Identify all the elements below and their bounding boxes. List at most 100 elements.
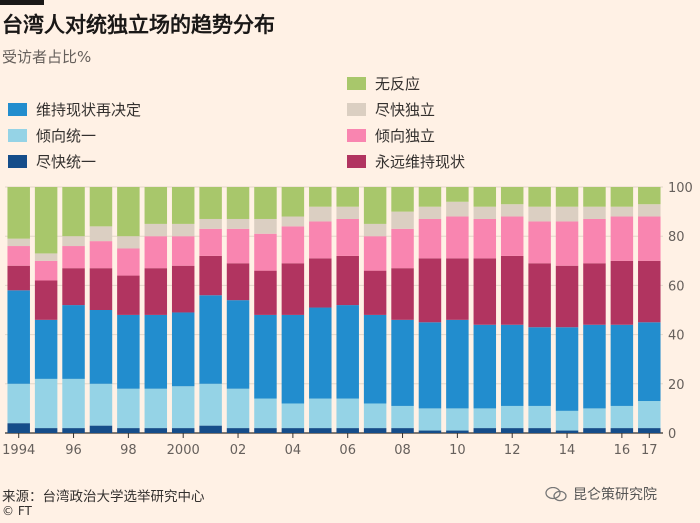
bar-segment-status-quo-decide-later-1994 bbox=[7, 290, 30, 384]
bar-segment-no-response-2013 bbox=[528, 187, 551, 207]
bar-segment-lean-independence-2017 bbox=[638, 216, 661, 261]
copyright-note: © FT bbox=[2, 504, 32, 518]
chart-title: 台湾人对统独立场的趋势分布 bbox=[2, 13, 275, 37]
bar-segment-independence-asap-2011 bbox=[473, 206, 497, 219]
bar-segment-status-quo-decide-later-2009 bbox=[418, 322, 442, 409]
bar-segment-unification-asap-2000 bbox=[171, 428, 195, 433]
bar-segment-status-quo-forever-2007 bbox=[363, 270, 387, 315]
bar-segment-independence-asap-2001 bbox=[199, 218, 222, 229]
bar-segment-unification-asap-2008 bbox=[391, 428, 414, 433]
bar-segment-independence-asap-2004 bbox=[281, 216, 305, 227]
bar-segment-lean-independence-2009 bbox=[418, 218, 442, 259]
stacked-bar-chart: 0 20 40 60 80 100 1994 96 98 2000 02 04 06 08 10 12 14 16… bbox=[2, 181, 693, 458]
y-tick-label: 0 bbox=[668, 427, 676, 442]
bar-segment-lean-unification-2010 bbox=[446, 408, 469, 431]
bar-segment-status-quo-forever-2011 bbox=[473, 258, 497, 325]
bar-segment-status-quo-decide-later-2010 bbox=[446, 319, 469, 409]
x-tick-label: 96 bbox=[65, 443, 82, 458]
bar-segment-status-quo-decide-later-2017 bbox=[638, 322, 661, 402]
bar-segment-status-quo-forever-2006 bbox=[336, 255, 359, 306]
bar-segment-status-quo-forever-2008 bbox=[391, 268, 414, 320]
x-tick-label: 2000 bbox=[167, 443, 200, 458]
bar-segment-independence-asap-2015 bbox=[583, 206, 606, 219]
bar-segment-status-quo-decide-later-1998 bbox=[117, 314, 140, 389]
y-tick-label: 80 bbox=[668, 230, 685, 245]
bar-segment-lean-unification-2000 bbox=[171, 386, 195, 429]
bar-segment-status-quo-forever-1996 bbox=[62, 268, 85, 306]
bar-segment-lean-unification-2003 bbox=[254, 398, 277, 429]
bar-segment-status-quo-forever-1998 bbox=[117, 275, 140, 315]
bar-segment-status-quo-forever-1999 bbox=[144, 268, 168, 315]
bar-segment-independence-asap-2002 bbox=[226, 218, 250, 229]
bar-segment-unification-asap-2014 bbox=[555, 430, 579, 433]
bar-segment-lean-independence-2011 bbox=[473, 218, 497, 259]
legend-swatch bbox=[347, 154, 366, 168]
bar-segment-lean-unification-2001 bbox=[199, 383, 222, 426]
bar-segment-status-quo-decide-later-1996 bbox=[62, 305, 85, 379]
wechat-icon bbox=[545, 486, 567, 501]
bar-segment-lean-unification-2004 bbox=[281, 403, 305, 429]
bar-segment-lean-independence-2016 bbox=[610, 216, 634, 261]
y-tick-label: 60 bbox=[668, 279, 685, 294]
x-tick-label: 10 bbox=[449, 443, 466, 458]
x-tick-label: 98 bbox=[120, 443, 137, 458]
bar-segment-lean-unification-2011 bbox=[473, 408, 497, 429]
bar-segment-status-quo-forever-1995 bbox=[34, 280, 58, 320]
bar-segment-no-response-2005 bbox=[309, 187, 332, 207]
bar-segment-unification-asap-1996 bbox=[62, 428, 85, 433]
bar-segment-no-response-2004 bbox=[281, 187, 305, 217]
bar-segment-independence-asap-2003 bbox=[254, 218, 277, 234]
bar-segment-lean-unification-2006 bbox=[336, 398, 359, 429]
bar-segment-no-response-2007 bbox=[363, 187, 387, 224]
x-tick-label: 06 bbox=[339, 443, 356, 458]
bar-segment-independence-asap-2008 bbox=[391, 211, 414, 229]
bar-segment-unification-asap-2012 bbox=[500, 428, 524, 433]
legend-item-status-quo-decide-later: 维持现状再决定 bbox=[8, 100, 141, 119]
bar-segment-independence-asap-2017 bbox=[638, 204, 661, 217]
bar-segment-status-quo-forever-2012 bbox=[500, 255, 524, 325]
x-tick-label: 17 bbox=[641, 443, 658, 458]
bar-segment-no-response-2017 bbox=[638, 187, 661, 205]
bar-segment-lean-unification-2009 bbox=[418, 408, 442, 431]
bar-segment-lean-independence-1994 bbox=[7, 246, 30, 266]
bar-segment-status-quo-forever-2000 bbox=[171, 265, 195, 313]
bar-segment-unification-asap-1998 bbox=[117, 428, 140, 433]
watermark: 昆仑策研究院 bbox=[545, 484, 657, 504]
bar-segment-status-quo-decide-later-2000 bbox=[171, 312, 195, 387]
bar-segment-no-response-2003 bbox=[254, 187, 277, 219]
bar-segment-no-response-1998 bbox=[117, 187, 140, 237]
y-tick-label: 100 bbox=[668, 181, 693, 196]
bar-segment-status-quo-decide-later-2006 bbox=[336, 305, 359, 399]
bar-segment-status-quo-forever-2014 bbox=[555, 265, 579, 328]
bar-segment-status-quo-decide-later-2007 bbox=[363, 314, 387, 404]
bar-segment-independence-asap-1998 bbox=[117, 236, 140, 249]
bar-segment-status-quo-decide-later-1997 bbox=[89, 310, 113, 384]
bar-segment-no-response-2014 bbox=[555, 187, 579, 207]
bar-segment-status-quo-forever-2016 bbox=[610, 260, 634, 325]
bar-segment-status-quo-decide-later-2012 bbox=[500, 324, 524, 406]
legend-label: 永远维持现状 bbox=[375, 152, 466, 171]
x-tick-label: 04 bbox=[285, 443, 302, 458]
y-tick-label: 40 bbox=[668, 329, 685, 344]
bar-segment-status-quo-decide-later-1995 bbox=[34, 319, 58, 379]
bar-segment-status-quo-decide-later-2004 bbox=[281, 314, 305, 404]
bar-segment-no-response-2006 bbox=[336, 187, 359, 207]
legend-item-lean-unification: 倾向统一 bbox=[8, 126, 96, 145]
legend-swatch bbox=[8, 154, 27, 168]
bar-segment-unification-asap-1997 bbox=[89, 425, 113, 433]
bar-segment-status-quo-decide-later-1999 bbox=[144, 314, 168, 389]
bar-segment-no-response-2015 bbox=[583, 187, 606, 207]
bar-segment-lean-independence-2012 bbox=[500, 216, 524, 256]
bar-segment-lean-independence-2002 bbox=[226, 228, 250, 264]
bar-segment-unification-asap-2013 bbox=[528, 428, 551, 433]
bar-segment-status-quo-decide-later-2015 bbox=[583, 324, 606, 409]
bar-segment-lean-independence-2007 bbox=[363, 236, 387, 271]
legend-swatch bbox=[8, 102, 27, 116]
legend-item-independence-asap: 尽快独立 bbox=[347, 100, 435, 119]
bar-segment-status-quo-decide-later-2011 bbox=[473, 324, 497, 409]
bar-segment-status-quo-forever-2005 bbox=[309, 258, 332, 308]
bar-segment-independence-asap-2013 bbox=[528, 206, 551, 222]
bar-segment-independence-asap-2000 bbox=[171, 223, 195, 237]
bar-segment-lean-unification-1998 bbox=[117, 388, 140, 429]
legend-item-status-quo-forever: 永远维持现状 bbox=[347, 152, 466, 171]
